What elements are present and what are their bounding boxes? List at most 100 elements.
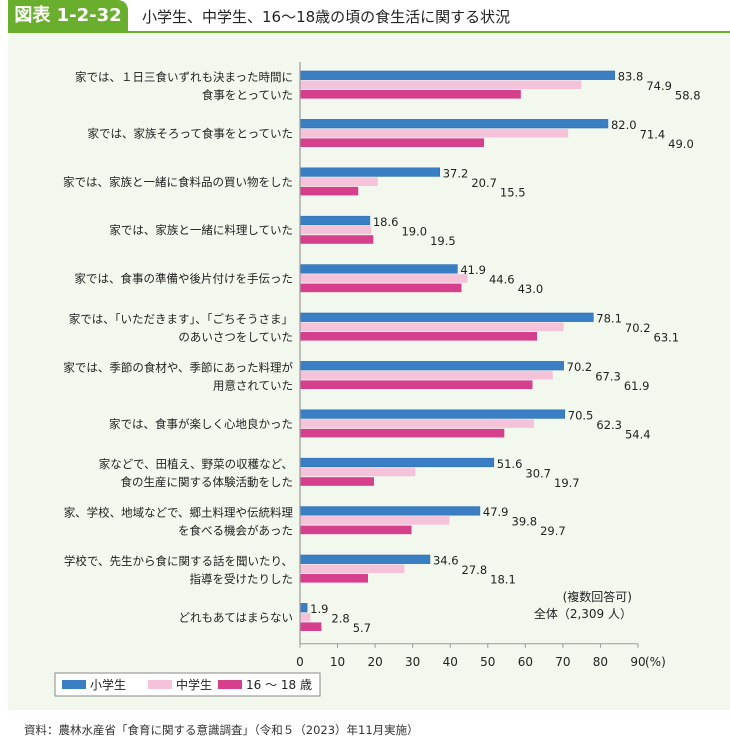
data-label: 34.6 [433, 554, 459, 568]
data-label: 82.0 [611, 118, 637, 132]
category-label: 家では、「いただきます」、「ごちそうさま」 [69, 312, 293, 326]
data-label: 39.8 [512, 515, 538, 529]
data-label: 70.5 [568, 408, 594, 422]
bar-2 [300, 283, 462, 293]
chart-title: 小学生、中学生、16～18歳の頃の食生活に関する状況 [142, 8, 511, 26]
bar-2 [300, 525, 412, 535]
category-label: 家では、家族と一緒に料理していた [109, 223, 293, 237]
legend-label: 16 ～ 18 歳 [246, 678, 312, 692]
bar-2 [300, 138, 485, 147]
bar-2 [300, 574, 368, 583]
bar-0 [299, 554, 431, 564]
bar-1 [300, 370, 553, 380]
bar-2 [300, 428, 505, 438]
x-tick-label: 40 [443, 655, 458, 669]
data-label: 27.8 [462, 563, 488, 577]
category-label: 用意されていた [213, 378, 293, 392]
figure-label: 図表 1-2-32 [8, 0, 128, 31]
bar-2 [300, 332, 537, 341]
data-label: 43.0 [518, 282, 544, 296]
bar-1 [300, 564, 405, 574]
data-label: 61.9 [624, 379, 650, 393]
data-label: 70.2 [625, 321, 651, 335]
bar-2 [300, 186, 359, 196]
x-unit-label: (%) [645, 655, 666, 669]
bar-1 [300, 612, 311, 622]
data-label: 30.7 [525, 466, 551, 480]
category-label: 家では、食事の準備や後片付けを手伝った [75, 272, 294, 286]
data-label: 18.6 [373, 215, 399, 229]
x-tick-label: 80 [593, 655, 608, 669]
bar-2 [300, 235, 374, 244]
annotation-line: (複数回答可) [563, 589, 632, 604]
data-label: 19.5 [430, 234, 456, 248]
data-label: 20.7 [471, 176, 497, 190]
data-label: 41.9 [460, 263, 486, 277]
legend-swatch-2 [218, 680, 242, 689]
data-label: 54.4 [625, 427, 651, 441]
data-label: 5.7 [353, 621, 371, 635]
bar-1 [300, 322, 564, 332]
bar-0 [299, 457, 495, 468]
x-tick-label: 50 [480, 655, 495, 669]
data-label: 2.8 [331, 612, 349, 626]
data-label: 58.8 [675, 89, 701, 103]
data-label: 62.3 [596, 418, 622, 432]
source-note: 資料：農林水産省「食育に関する意識調査」（令和５（2023）年11月実施） [24, 723, 419, 737]
bar-2 [300, 622, 322, 631]
bar-1 [300, 128, 569, 138]
bar-0 [299, 264, 458, 274]
x-tick-label: 20 [367, 655, 382, 669]
x-tick-label: 0 [296, 655, 304, 669]
legend-label: 中学生 [176, 677, 212, 692]
x-tick-label: 10 [330, 655, 345, 669]
legend-label: 小学生 [90, 677, 126, 692]
data-label: 19.0 [401, 224, 427, 238]
bar-1 [300, 467, 416, 477]
data-label: 37.2 [443, 166, 469, 180]
legend-swatch-1 [148, 680, 172, 689]
category-label: のあいさつをしていた [178, 330, 293, 344]
data-label: 74.9 [646, 79, 672, 93]
category-label: を食べる機会があった [178, 524, 293, 538]
data-label: 71.4 [640, 128, 666, 142]
category-label: 学校で、先生から食に関する話を聞いたり、 [64, 554, 293, 568]
annotation-line: 全体（2,309 人） [534, 606, 632, 621]
x-tick-label: 60 [518, 655, 533, 669]
x-tick-label: 70 [555, 655, 570, 669]
bar-1 [300, 225, 372, 235]
data-label: 63.1 [654, 331, 680, 345]
bar-1 [300, 419, 534, 428]
data-label: 51.6 [497, 457, 523, 471]
bar-0 [299, 603, 308, 613]
category-label: 家では、食事が楽しく心地良かった [109, 417, 293, 431]
data-label: 19.7 [554, 476, 580, 490]
bar-1 [300, 80, 582, 90]
bar-0 [299, 119, 609, 129]
bar-2 [300, 90, 521, 99]
category-label: 家では、家族と一緒に食料品の買い物をした [63, 175, 293, 189]
bar-0 [299, 215, 371, 226]
category-label: 食事をとっていた [202, 88, 293, 102]
bar-0 [299, 409, 566, 419]
legend-box [54, 672, 321, 697]
header-divider [8, 31, 730, 33]
category-label: 家では、家族そろって食事をとっていた [87, 126, 293, 140]
bar-1 [300, 177, 378, 186]
bar-0 [299, 70, 616, 80]
data-label: 44.6 [489, 273, 515, 287]
category-label: 食の生産に関する体験活動をした [121, 475, 294, 489]
bar-0 [299, 361, 564, 371]
data-label: 49.0 [668, 137, 694, 151]
data-label: 15.5 [500, 185, 526, 199]
bar-2 [300, 380, 533, 389]
data-label: 18.1 [490, 573, 516, 587]
category-label: 家では、季節の食材や、季節にあった料理が [63, 360, 293, 374]
bar-0 [299, 506, 481, 516]
data-label: 29.7 [540, 524, 566, 538]
bar-1 [300, 516, 450, 525]
category-label: どれもあてはまらない [178, 610, 293, 624]
data-label: 83.8 [618, 70, 644, 84]
data-label: 67.3 [595, 370, 621, 384]
